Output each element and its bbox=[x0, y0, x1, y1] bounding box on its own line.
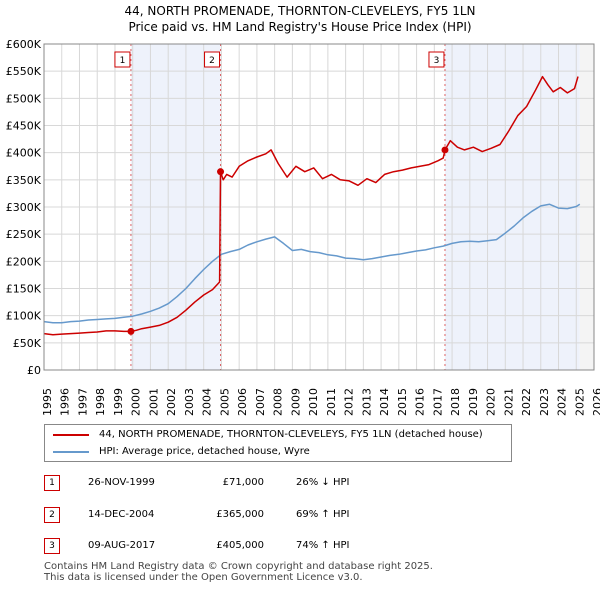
sale-date: 26-NOV-1999 bbox=[88, 477, 155, 488]
x-tick-label: 2012 bbox=[343, 388, 356, 416]
x-tick-label: 2001 bbox=[147, 388, 160, 416]
y-tick-label: £150K bbox=[6, 283, 42, 296]
x-tick-label: 2023 bbox=[538, 388, 551, 416]
sale-price: £405,000 bbox=[216, 540, 264, 551]
x-tick-label: 2021 bbox=[502, 388, 515, 416]
x-tick-label: 2024 bbox=[556, 388, 569, 416]
x-tick-label: 2013 bbox=[360, 388, 373, 416]
x-tick-label: 2002 bbox=[165, 388, 178, 416]
sale-date: 14-DEC-2004 bbox=[88, 509, 155, 520]
x-tick-label: 2014 bbox=[378, 388, 391, 416]
footer-copyright: Contains HM Land Registry data © Crown c… bbox=[44, 561, 433, 572]
y-tick-label: £500K bbox=[6, 92, 42, 105]
x-tick-label: 2007 bbox=[254, 388, 267, 416]
x-tick-label: 2016 bbox=[414, 388, 427, 416]
y-tick-label: £600K bbox=[6, 38, 42, 51]
sale-marker-box-2 bbox=[204, 51, 221, 68]
legend-swatch-hpi bbox=[53, 451, 89, 453]
y-tick-label: £300K bbox=[6, 201, 42, 214]
legend: 44, NORTH PROMENADE, THORNTON-CLEVELEYS,… bbox=[44, 424, 512, 462]
sale-point-1 bbox=[127, 327, 135, 335]
sale-marker-label-1: 1 bbox=[120, 56, 126, 66]
x-tick-label: 2018 bbox=[449, 388, 462, 416]
x-tick-label: 2000 bbox=[130, 388, 143, 416]
x-tick-label: 2022 bbox=[520, 388, 533, 416]
sale-marker-box-1 bbox=[114, 51, 131, 68]
y-tick-label: £50K bbox=[13, 337, 42, 350]
sale-hpi-diff: 74% ↑ HPI bbox=[296, 540, 350, 551]
footer-license: This data is licensed under the Open Gov… bbox=[44, 572, 363, 583]
sale-date: 09-AUG-2017 bbox=[88, 540, 156, 551]
x-tick-label: 2010 bbox=[307, 388, 320, 416]
sale-point-3 bbox=[441, 146, 449, 154]
x-tick-label: 2005 bbox=[218, 388, 231, 416]
x-tick-label: 2008 bbox=[272, 388, 285, 416]
plot-frame bbox=[43, 43, 595, 371]
sale-number-badge: 2 bbox=[44, 507, 60, 523]
x-tick-label: 2026 bbox=[591, 388, 600, 416]
sale-price: £365,000 bbox=[216, 509, 264, 520]
y-tick-label: £0 bbox=[27, 364, 41, 377]
x-tick-label: 2006 bbox=[236, 388, 249, 416]
sale-point-2 bbox=[217, 168, 225, 176]
y-tick-label: £550K bbox=[6, 65, 42, 78]
sale-hpi-diff: 69% ↑ HPI bbox=[296, 509, 350, 520]
hpi-series-line bbox=[43, 203, 581, 324]
x-tick-label: 2020 bbox=[485, 388, 498, 416]
y-tick-label: £100K bbox=[6, 310, 42, 323]
x-tick-label: 1995 bbox=[41, 388, 54, 416]
x-tick-label: 1997 bbox=[76, 388, 89, 416]
x-tick-label: 2003 bbox=[183, 388, 196, 416]
sale-marker-label-3: 3 bbox=[434, 56, 440, 66]
price-chart: 1 2 3 £0 £50K £100K £150K £200K £250K £300K £350K £… bbox=[6, 38, 600, 416]
sale-number-badge: 3 bbox=[44, 538, 60, 554]
x-tick-label: 1996 bbox=[59, 388, 72, 416]
legend-swatch-property bbox=[53, 434, 89, 436]
legend-label-hpi: HPI: Average price, detached house, Wyre bbox=[99, 446, 310, 457]
x-tick-label: 2004 bbox=[201, 388, 214, 416]
sale-marker-label-2: 2 bbox=[209, 56, 215, 66]
sale-marker-box-3 bbox=[428, 51, 445, 68]
y-tick-label: £250K bbox=[6, 228, 42, 241]
sale-hpi-diff: 26% ↓ HPI bbox=[296, 477, 350, 488]
legend-label-property: 44, NORTH PROMENADE, THORNTON-CLEVELEYS,… bbox=[99, 429, 483, 440]
x-tick-label: 1998 bbox=[94, 388, 107, 416]
y-tick-label: £350K bbox=[6, 174, 42, 187]
y-tick-label: £450K bbox=[6, 120, 42, 133]
chart-subtitle: Price paid vs. HM Land Registry's House … bbox=[128, 20, 472, 34]
y-tick-label: £200K bbox=[6, 255, 42, 268]
property-series-line bbox=[43, 75, 579, 336]
chart-title: 44, NORTH PROMENADE, THORNTON-CLEVELEYS,… bbox=[124, 4, 476, 18]
y-tick-label: £400K bbox=[6, 147, 42, 160]
x-tick-label: 1999 bbox=[112, 388, 125, 416]
x-tick-label: 2017 bbox=[431, 388, 444, 416]
x-tick-label: 2019 bbox=[467, 388, 480, 416]
x-tick-label: 2015 bbox=[396, 388, 409, 416]
sale-number-badge: 1 bbox=[44, 475, 60, 491]
sale-price: £71,000 bbox=[222, 477, 264, 488]
x-tick-label: 2011 bbox=[325, 388, 338, 416]
x-tick-label: 2009 bbox=[289, 388, 302, 416]
x-tick-label: 2025 bbox=[573, 388, 586, 416]
